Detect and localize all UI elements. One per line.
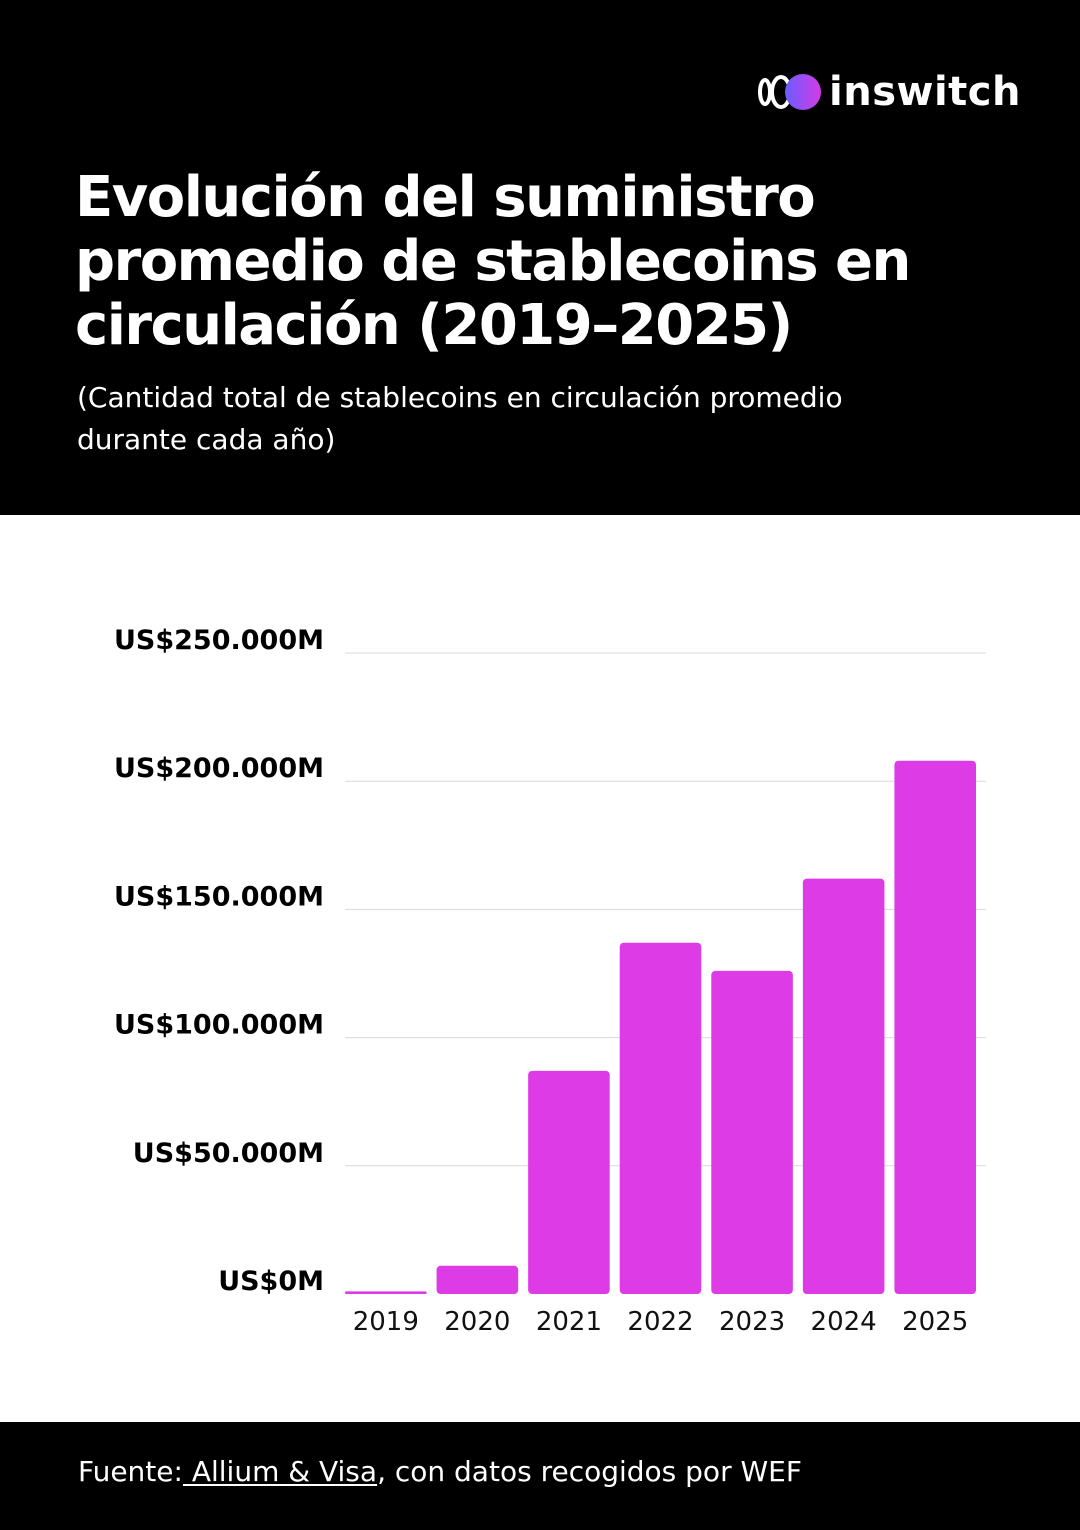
x-tick-label: 2025 xyxy=(902,1307,968,1337)
x-axis-ticks: 2019 2020 2021 2022 2023 2024 2025 xyxy=(353,1307,969,1337)
y-tick-label: US$200.000M xyxy=(114,753,324,784)
bar-2019 xyxy=(345,1291,427,1294)
y-tick-label: US$100.000M xyxy=(114,1010,324,1041)
x-tick-label: 2019 xyxy=(353,1307,419,1337)
y-tick-label: US$150.000M xyxy=(114,881,324,912)
x-tick-label: 2024 xyxy=(811,1307,877,1337)
y-axis-ticks: US$0M US$50.000M US$100.000M US$150.000M US$… xyxy=(114,625,324,1297)
y-tick-label: US$0M xyxy=(218,1266,324,1297)
inswitch-logo-icon xyxy=(758,74,821,110)
source-link[interactable]: Allium & Visa xyxy=(182,1455,378,1488)
source-prefix: Fuente: xyxy=(78,1455,183,1488)
bar-2020 xyxy=(436,1265,519,1294)
bar-2023 xyxy=(711,970,793,1294)
x-tick-label: 2021 xyxy=(536,1307,602,1337)
x-tick-label: 2023 xyxy=(719,1307,785,1337)
x-tick-label: 2020 xyxy=(444,1307,510,1337)
brand-name: inswitch xyxy=(829,69,1021,115)
y-tick-label: US$250.000M xyxy=(114,625,324,656)
bar-2024 xyxy=(802,878,885,1294)
x-tick-label: 2022 xyxy=(627,1307,693,1337)
page-title: Evolución del suministro promedio de sta… xyxy=(75,165,911,358)
footer-panel: Fuente: Allium & Visa, con datos recogid… xyxy=(0,1422,1080,1530)
page-subtitle: (Cantidad total de stablecoins en circul… xyxy=(77,381,843,456)
bar-2022 xyxy=(619,942,702,1294)
bar-2021 xyxy=(528,1070,610,1294)
header-panel: inswitch Evolución del suministro promed… xyxy=(0,0,1080,515)
source-note: Fuente: Allium & Visa, con datos recogid… xyxy=(78,1452,802,1492)
y-tick-label: US$50.000M xyxy=(133,1138,324,1169)
brand-logo: inswitch xyxy=(757,66,1021,118)
bar-2025 xyxy=(894,760,976,1294)
source-suffix: , con datos recogidos por WEF xyxy=(377,1455,802,1488)
bar-chart: US$0M US$50.000M US$100.000M US$150.000M US$… xyxy=(114,625,986,1337)
bars xyxy=(345,760,976,1294)
